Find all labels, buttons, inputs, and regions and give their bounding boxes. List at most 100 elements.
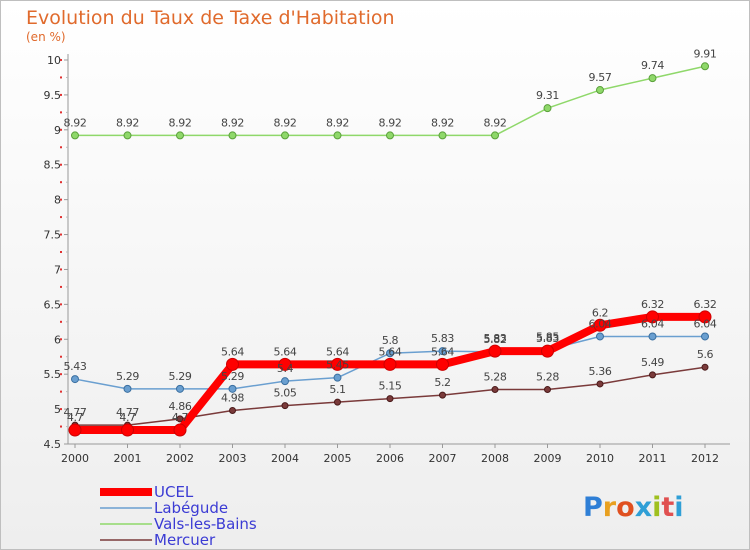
data-point [333, 373, 342, 382]
data-point [333, 131, 342, 140]
data-point [698, 310, 712, 324]
data-label: 8.92 [116, 116, 139, 129]
y-tick-label: 5.5 [44, 368, 62, 381]
y-tick-label: 4.5 [44, 438, 62, 451]
data-label: 5.28 [484, 371, 507, 384]
data-label: 5.29 [169, 370, 192, 383]
y-tick-label: 9 [54, 124, 61, 137]
data-point [278, 357, 292, 371]
logo-letter: P [583, 492, 603, 523]
data-point [596, 380, 604, 388]
data-label: 5.15 [379, 380, 402, 393]
data-label: 9.31 [536, 89, 559, 102]
logo-letter: r [603, 492, 617, 523]
data-label: 8.92 [379, 116, 402, 129]
y-tick-label: 6.5 [44, 298, 62, 311]
data-label: 5.83 [484, 332, 507, 345]
x-tick-label: 2003 [219, 452, 247, 465]
data-label: 5.4 [277, 362, 294, 375]
data-label: 9.74 [641, 59, 664, 72]
data-point [488, 344, 502, 358]
x-tick-label: 2000 [61, 452, 89, 465]
data-label: 4.77 [64, 406, 87, 419]
y-axis-dot [60, 181, 62, 184]
data-label: 5.45 [326, 359, 349, 372]
data-point [386, 349, 394, 358]
data-point [383, 357, 397, 371]
x-tick-label: 2008 [481, 452, 509, 465]
data-label: 5.2 [434, 376, 450, 389]
data-label: 4.7 [172, 411, 189, 424]
data-point [646, 310, 659, 324]
proxiti-logo: Proxiti [583, 492, 684, 523]
y-axis-dot [60, 59, 62, 61]
logo-letter: o [616, 492, 635, 523]
data-label: 5.8 [382, 334, 399, 347]
chart-subtitle: (en %) [26, 30, 66, 44]
data-label: 4.77 [116, 406, 139, 419]
data-point [123, 131, 132, 140]
data-label: 6.32 [694, 298, 717, 311]
data-point [123, 384, 132, 393]
data-label: 8.92 [274, 116, 297, 129]
legend-label: Mercuer [154, 531, 216, 549]
y-axis-dot [60, 111, 62, 114]
y-axis-dot [60, 373, 62, 376]
y-tick-label: 10 [47, 54, 61, 67]
data-point [226, 357, 239, 371]
x-tick-label: 2010 [586, 452, 614, 465]
y-axis-dot [60, 303, 62, 306]
data-label: 5.49 [641, 356, 664, 369]
data-label: 6.32 [641, 298, 664, 311]
data-point [334, 398, 341, 406]
data-label: 5.83 [536, 332, 559, 345]
data-label: 8.92 [484, 116, 507, 129]
x-tick-label: 2002 [166, 452, 194, 465]
legend-label: UCEL [154, 483, 194, 501]
x-tick-label: 2009 [534, 452, 562, 465]
data-label: 9.91 [694, 47, 717, 60]
y-axis-dot [60, 128, 62, 131]
data-label: 8.92 [326, 116, 349, 129]
y-tick-label: 8.5 [44, 159, 62, 172]
data-point [541, 344, 554, 358]
data-point [121, 423, 134, 437]
data-label: 5.43 [64, 360, 87, 373]
data-labels: 4.77 4.77 4.86 4.98 5.05 5.1 5.15 5.2 5.28 5.28 5.… [64, 47, 718, 424]
y-axis-dot [60, 320, 62, 323]
data-point [596, 86, 604, 95]
y-tick-label: 8 [54, 194, 61, 207]
data-point [648, 74, 657, 83]
y-axis-dot [60, 285, 62, 288]
data-label: 6.2 [592, 306, 608, 319]
y-axis-dot [60, 338, 62, 341]
x-tick-label: 2001 [114, 452, 142, 465]
data-label: 6.04 [641, 317, 664, 330]
data-point [648, 332, 657, 341]
data-label: 5.29 [116, 370, 139, 383]
data-label: 4.7 [67, 411, 84, 424]
legend-label: Labégude [154, 499, 228, 517]
data-label: 5.29 [221, 370, 244, 383]
data-label: 5.28 [536, 371, 559, 384]
x-tick-label: 2004 [271, 452, 299, 465]
data-point [176, 131, 184, 140]
x-tick-label: 2005 [324, 452, 352, 465]
y-axis-dot [60, 233, 62, 236]
y-axis-dot [60, 425, 62, 428]
data-label: 4.98 [221, 391, 244, 404]
data-label: 6.04 [589, 317, 612, 330]
data-label: 5.82 [484, 333, 507, 346]
series-layer [68, 62, 712, 437]
data-label: 8.92 [169, 116, 192, 129]
x-tick-label: 2007 [429, 452, 457, 465]
data-point [176, 384, 184, 393]
data-point [71, 375, 79, 384]
data-point [281, 402, 289, 410]
y-tick-label: 5 [54, 403, 61, 416]
data-point [701, 332, 709, 341]
y-axis-dot [60, 251, 62, 253]
data-label: 4.86 [169, 400, 192, 413]
data-point [701, 363, 709, 371]
